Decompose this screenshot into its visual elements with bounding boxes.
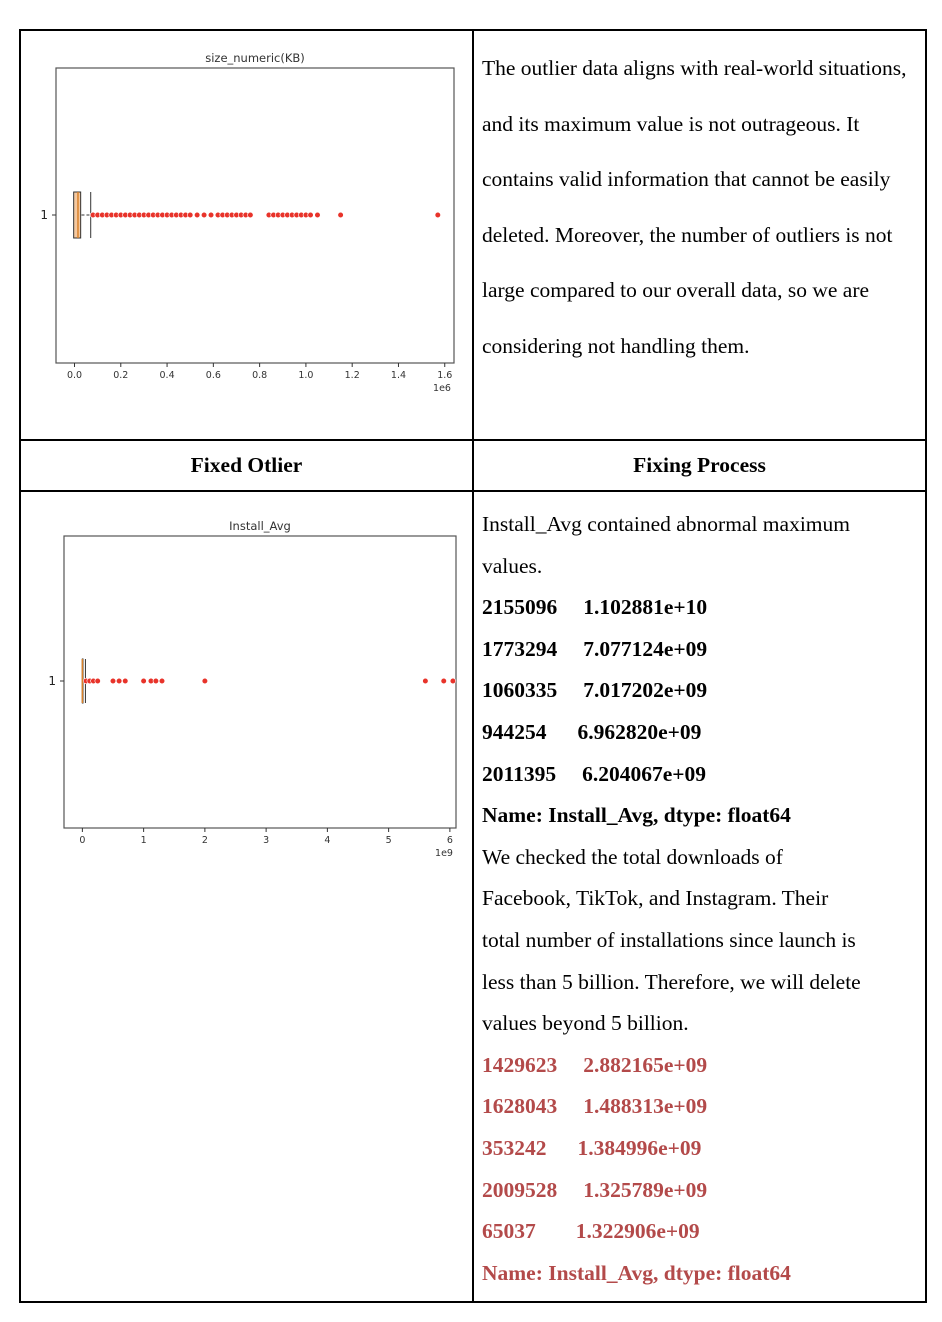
x-tick-label: 5	[386, 835, 392, 846]
max-row: 944254 6.962820e+09	[482, 712, 917, 754]
size-boxplot-chart: size_numeric(KB) 1 0.0 0.2 0.4 0.6 0.8 1.0 1.2 1.…	[40, 51, 455, 394]
x-tick-label: 6	[447, 835, 453, 846]
row-value: 7.017202e+09	[583, 678, 708, 703]
x-tick-label: 3	[263, 835, 269, 846]
explanation-line: Facebook, TikTok, and Instagram. Their	[482, 886, 829, 911]
iqr-box	[73, 191, 82, 239]
chart2-cell: Install_Avg 1 0 1 2 3 4 5 6 1e9	[19, 490, 474, 1303]
row-id: 1628043	[482, 1094, 558, 1119]
x-tick-label: 0.6	[206, 370, 221, 381]
x-tick-label: 1	[141, 835, 147, 846]
outlier-explanation-text: The outlier data aligns with real-world …	[482, 56, 907, 358]
row-value: 1.102881e+10	[583, 595, 708, 620]
row-value: 1.384996e+09	[577, 1135, 702, 1160]
fixing-process-text: Install_Avg contained abnormal maximum v…	[474, 492, 925, 1294]
fixed-footer: Name: Install_Avg, dtype: float64	[482, 1260, 791, 1285]
fixed-row: 1628043 1.488313e+09	[482, 1086, 917, 1128]
x-tick-label: 0.0	[67, 370, 82, 381]
max-row: 2155096 1.102881e+10	[482, 587, 917, 629]
outlier-point	[94, 677, 101, 685]
outlier-point	[200, 211, 208, 219]
row-id: 2011395	[482, 761, 557, 786]
fixed-row: 2009528 1.325789e+09	[482, 1170, 917, 1212]
intro-line: values.	[482, 553, 543, 578]
outlier-point	[207, 211, 215, 219]
outlier-point	[440, 677, 447, 685]
row-id: 1429623	[482, 1052, 558, 1077]
x-tick-label: 1.6	[437, 370, 452, 381]
x-tick-label: 1.4	[391, 370, 406, 381]
outlier-explanation-cell: The outlier data aligns with real-world …	[472, 29, 927, 441]
chart1-cell: size_numeric(KB) 1 0.0 0.2 0.4 0.6 0.8 1.0 1.2 1.…	[19, 29, 474, 441]
x-tick-label: 0.8	[252, 370, 267, 381]
x-tick-label: 1.2	[345, 370, 360, 381]
outlier-point	[307, 211, 314, 219]
x-tick-label: 2	[202, 835, 208, 846]
max-row: 1773294 7.077124e+09	[482, 629, 917, 671]
x-tick-label: 0.4	[160, 370, 175, 381]
row-id: 353242	[482, 1135, 547, 1160]
outlier-point	[109, 677, 117, 685]
row-id: 2155096	[482, 595, 558, 620]
explanation-line: less than 5 billion. Therefore, we will …	[482, 969, 861, 994]
y-tick-label: 1	[48, 674, 56, 688]
explanation-line: values beyond 5 billion.	[482, 1011, 689, 1036]
outlier-point	[194, 211, 201, 219]
explanation-line: total number of installations since laun…	[482, 927, 856, 952]
row-value: 1.325789e+09	[583, 1177, 708, 1202]
x-tick-label: 0	[79, 835, 85, 846]
header-fixing-process: Fixing Process	[472, 439, 927, 492]
intro-line: Install_Avg contained abnormal maximum	[482, 512, 850, 536]
x-tick-label: 4	[324, 835, 330, 846]
outlier-point	[201, 677, 208, 685]
row-id: 2009528	[482, 1177, 558, 1202]
row-value: 1.322906e+09	[575, 1219, 700, 1244]
outlier-point	[158, 677, 166, 685]
install-avg-boxplot-chart: Install_Avg 1 0 1 2 3 4 5 6 1e9	[48, 519, 457, 859]
header-fixed-outlier: Fixed Otlier	[19, 439, 474, 492]
document-table: size_numeric(KB) 1 0.0 0.2 0.4 0.6 0.8 1.0 1.2 1.…	[19, 29, 927, 1303]
y-tick-label: 1	[40, 208, 48, 222]
plot-frame	[63, 535, 457, 829]
x-offset-label: 1e6	[433, 383, 451, 394]
row-id: 944254	[482, 719, 547, 744]
outlier-point	[247, 211, 254, 219]
outlier-point	[422, 677, 429, 685]
fixed-row: 353242 1.384996e+09	[482, 1128, 917, 1170]
outlier-point	[140, 677, 147, 685]
row-id: 65037	[482, 1219, 536, 1244]
row-value: 7.077124e+09	[583, 636, 708, 661]
outlier-point	[314, 211, 321, 219]
outlier-point	[434, 211, 441, 219]
max-footer: Name: Install_Avg, dtype: float64	[482, 803, 791, 828]
outlier-point	[449, 677, 457, 685]
x-tick-label: 0.2	[113, 370, 128, 381]
chart-title: Install_Avg	[229, 519, 291, 533]
fixed-row: 65037 1.322906e+09	[482, 1211, 917, 1253]
fixed-row: 1429623 2.882165e+09	[482, 1045, 917, 1087]
explanation-line: We checked the total downloads of	[482, 844, 783, 869]
fixing-process-cell: Install_Avg contained abnormal maximum v…	[472, 490, 927, 1303]
chart-title: size_numeric(KB)	[205, 51, 305, 65]
row-value: 2.882165e+09	[583, 1052, 708, 1077]
row-id: 1773294	[482, 636, 558, 661]
x-tick-label: 1.0	[298, 370, 313, 381]
max-row: 2011395 6.204067e+09	[482, 754, 917, 796]
row-id: 1060335	[482, 678, 558, 703]
outlier-point	[116, 677, 123, 685]
outlier-point	[337, 211, 344, 219]
max-row: 1060335 7.017202e+09	[482, 670, 917, 712]
row-value: 1.488313e+09	[583, 1094, 708, 1119]
outlier-point	[187, 211, 194, 219]
outlier-point	[122, 677, 129, 685]
outlier-point	[152, 677, 159, 685]
x-offset-label: 1e9	[435, 848, 453, 859]
row-value: 6.962820e+09	[577, 719, 702, 744]
row-value: 6.204067e+09	[582, 761, 706, 786]
